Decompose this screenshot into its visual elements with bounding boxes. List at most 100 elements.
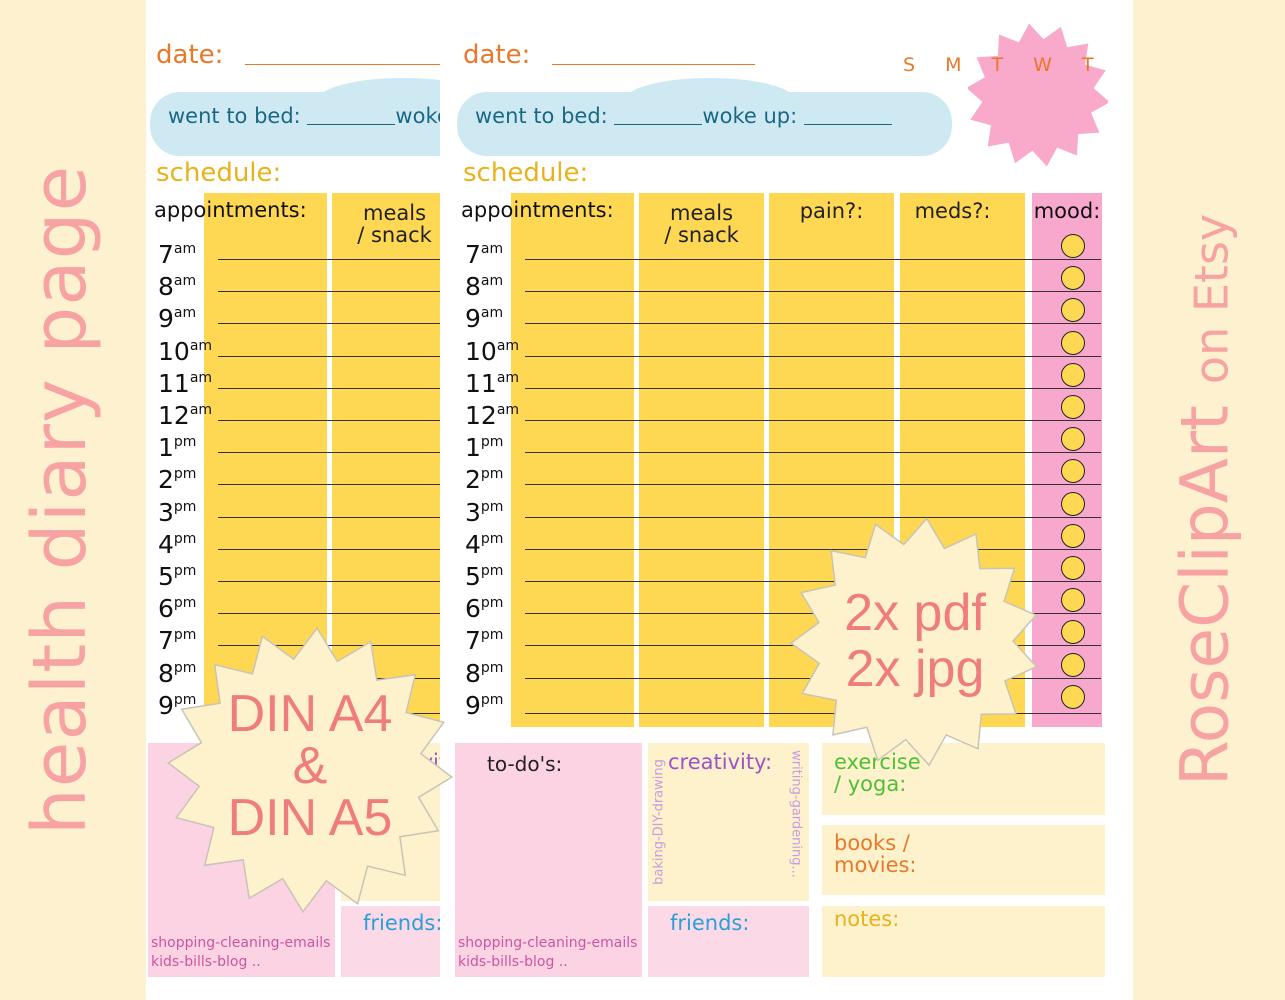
back-time-label: 9pm	[158, 690, 197, 720]
back-friends-box[interactable]	[341, 906, 440, 977]
back-time-label: 8am	[158, 272, 197, 302]
front-mood-checkbox[interactable]	[1061, 556, 1085, 580]
front-time-label: 9am	[465, 304, 504, 334]
back-sleep-row: went to bed: woke up:	[168, 104, 440, 128]
back-schedule-row-line[interactable]	[218, 581, 440, 582]
back-time-label: 4pm	[158, 529, 197, 559]
front-sleep-row: went to bed: woke up:	[475, 104, 892, 128]
front-creativity-right-note: writing-gardening...	[788, 750, 804, 878]
front-mood-checkbox[interactable]	[1061, 523, 1085, 548]
back-went-to-bed-label: went to bed:	[168, 104, 301, 128]
front-mood-checkbox[interactable]	[1061, 684, 1085, 709]
format-badge-shape	[789, 517, 1038, 767]
front-mood-checkbox[interactable]	[1061, 427, 1085, 452]
front-schedule-row-line[interactable]	[525, 712, 1101, 714]
front-friends-box[interactable]	[648, 906, 809, 977]
back-schedule-row-line[interactable]	[218, 613, 440, 615]
front-weekday-picker[interactable]: S M T W T F S	[903, 54, 1115, 76]
front-schedule-row-line[interactable]	[525, 548, 1101, 550]
front-date-label: date:	[463, 40, 531, 70]
side-title: health diary page	[17, 164, 103, 836]
back-schedule-row-line[interactable]	[218, 645, 440, 647]
front-notes-label: notes:	[834, 907, 900, 931]
front-time-label: 12am	[465, 401, 520, 430]
front-schedule-row-line[interactable]	[525, 484, 1101, 486]
back-schedule-row-line[interactable]	[218, 259, 440, 260]
front-mood-checkbox[interactable]	[1061, 620, 1085, 645]
front-mood-checkbox[interactable]	[1061, 266, 1085, 291]
back-todo-note: shopping-cleaning-emails kids-bills-blog …	[151, 935, 331, 970]
front-wake-time-field[interactable]	[803, 124, 892, 125]
front-todo-box[interactable]	[455, 743, 642, 977]
front-bed-time-field[interactable]	[614, 124, 703, 125]
back-time-label: 7pm	[158, 626, 197, 656]
front-todo-label: to-do's:	[487, 752, 563, 776]
back-date-label: date:	[156, 40, 224, 70]
planner-page-front: date: went to bed: woke up: S M T W T F S…	[455, 0, 1115, 1000]
front-creativity-box[interactable]	[648, 743, 809, 901]
front-mood-checkbox[interactable]	[1061, 459, 1085, 484]
front-schedule-row-line[interactable]	[525, 581, 1101, 582]
back-time-label: 9am	[158, 304, 197, 334]
front-time-label: 8am	[465, 272, 504, 302]
back-time-label: 10am	[158, 336, 213, 366]
front-notes-box[interactable]	[822, 906, 1105, 977]
back-schedule-row-line[interactable]	[218, 355, 440, 357]
front-books-label: books / movies:	[834, 831, 917, 877]
back-bed-time-field[interactable]	[307, 124, 396, 125]
front-time-label: 4pm	[465, 529, 504, 559]
front-schedule-row-line[interactable]	[525, 323, 1101, 325]
front-time-label: 11am	[465, 368, 520, 398]
front-meals-column	[639, 193, 764, 727]
front-schedule-row-line[interactable]	[525, 516, 1101, 518]
front-time-label: 8pm	[465, 658, 504, 688]
front-time-label: 7pm	[465, 626, 504, 656]
back-schedule-row-line[interactable]	[218, 420, 440, 421]
back-time-label: 5pm	[158, 562, 197, 591]
front-mood-checkbox[interactable]	[1061, 491, 1085, 516]
front-todo-note: shopping-cleaning-emails kids-bills-blog …	[458, 935, 638, 970]
front-time-label: 10am	[465, 336, 520, 366]
front-weekday-star	[968, 23, 1108, 167]
front-exercise-box[interactable]	[822, 743, 1105, 815]
front-schedule-row-line[interactable]	[525, 452, 1101, 454]
back-schedule-row-line[interactable]	[218, 323, 440, 325]
back-schedule-row-line[interactable]	[218, 387, 440, 389]
front-time-label: 5pm	[465, 562, 504, 591]
back-schedule-row-line[interactable]	[218, 548, 440, 550]
back-time-label: 11am	[158, 368, 213, 398]
back-time-label: 3pm	[158, 497, 197, 527]
format-badge	[789, 517, 1038, 767]
front-books-box[interactable]	[822, 825, 1105, 895]
back-schedule-row-line[interactable]	[218, 516, 440, 518]
size-badge-text: DIN A4 & DIN A5	[227, 685, 393, 847]
front-appointments-header: appointments:	[461, 198, 614, 222]
front-mood-checkbox[interactable]	[1061, 330, 1085, 355]
front-creativity-label: creativity:	[668, 750, 773, 774]
back-date-field[interactable]	[245, 64, 440, 65]
front-mood-checkbox[interactable]	[1061, 298, 1085, 323]
front-mood-checkbox[interactable]	[1061, 234, 1085, 258]
back-time-label: 2pm	[158, 465, 197, 495]
format-badge-text: 2x pdf 2x jpg	[844, 584, 986, 698]
back-schedule-label: schedule:	[156, 158, 282, 188]
front-schedule-row-line[interactable]	[525, 387, 1101, 389]
back-time-label: 7am	[158, 240, 197, 269]
back-schedule-row-line[interactable]	[218, 452, 440, 454]
front-mood-checkbox[interactable]	[1061, 395, 1085, 419]
side-brand: RoseClipArt on Etsy	[1166, 213, 1244, 787]
back-schedule-row-line[interactable]	[218, 484, 440, 486]
back-schedule-row-line[interactable]	[218, 291, 440, 293]
back-friends-label: friends:	[363, 911, 440, 935]
front-schedule-row-line[interactable]	[525, 355, 1101, 357]
front-mood-checkbox[interactable]	[1061, 652, 1085, 677]
front-mood-checkbox[interactable]	[1061, 588, 1085, 613]
front-schedule-row-line[interactable]	[525, 420, 1101, 421]
front-mood-checkbox[interactable]	[1061, 362, 1085, 387]
front-schedule-row-line[interactable]	[525, 259, 1101, 260]
front-mood-header: mood:	[1033, 199, 1101, 223]
front-date-field[interactable]	[552, 64, 755, 65]
front-schedule-row-line[interactable]	[525, 291, 1101, 293]
front-schedule-label: schedule:	[463, 158, 589, 188]
front-exercise-label: exercise / yoga:	[834, 750, 921, 796]
